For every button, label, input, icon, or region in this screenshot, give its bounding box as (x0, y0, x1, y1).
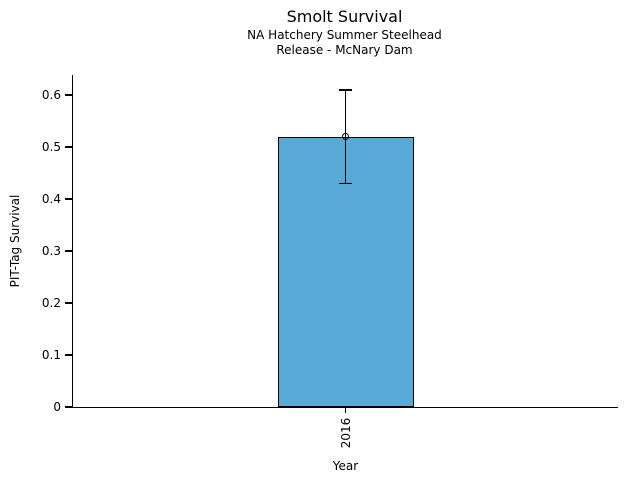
y-tick-0.3 (64, 250, 72, 252)
x-axis-label: Year (332, 459, 359, 473)
y-tick-0.1 (64, 354, 72, 356)
y-tick-0 (64, 406, 72, 408)
error-bar-cap-top (339, 89, 352, 91)
plot-area: 2016 Year 0 0.1 0.2 0.3 0.4 0.5 0.6 (42, 75, 618, 473)
x-tick-2016 (344, 407, 347, 413)
chart-subtitle-line1: NA Hatchery Summer Steelhead (247, 27, 442, 42)
y-tick-0.2 (64, 302, 72, 304)
y-tick-label-0.5: 0.5 (41, 140, 61, 154)
chart-subtitle-line2: Release - McNary Dam (276, 43, 413, 58)
y-tick-label-0.2: 0.2 (41, 296, 61, 310)
y-tick-0.6 (64, 94, 72, 96)
y-tick-0.4 (64, 198, 72, 200)
error-bar-marker-circle-icon (341, 132, 349, 140)
y-tick-label-0.4: 0.4 (41, 192, 61, 206)
y-tick-label-0.3: 0.3 (41, 244, 61, 258)
y-tick-0.5 (64, 146, 72, 148)
chart-title: Smolt Survival (286, 7, 403, 26)
error-bar-cap-bottom (339, 182, 352, 185)
y-tick-label-0.1: 0.1 (41, 348, 61, 362)
y-tick-label-0: 0 (53, 400, 61, 414)
y-tick-label-0.6: 0.6 (41, 88, 61, 102)
chart-header: Smolt Survival NA Hatchery Summer Steelh… (72, 7, 617, 58)
